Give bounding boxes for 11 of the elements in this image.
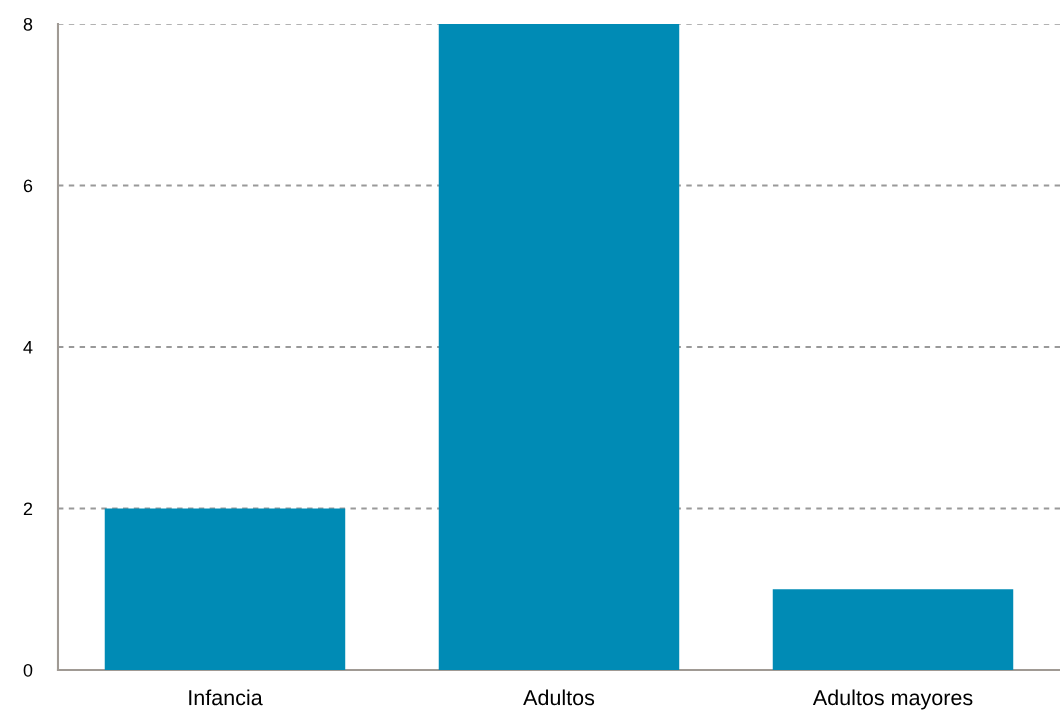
y-tick-label: 4 [23, 341, 33, 354]
bar [104, 508, 346, 671]
y-tick-label: 2 [23, 502, 33, 516]
bar [772, 589, 1014, 671]
x-tick-label: Adultos mayores [812, 689, 973, 710]
y-tick-label: 6 [23, 179, 33, 193]
x-tick-label: Adultos [523, 689, 595, 706]
x-tick-label: Infancia [189, 689, 263, 706]
y-tick-label: 0 [23, 663, 33, 677]
bar [438, 23, 680, 671]
y-tick-label: 8 [23, 17, 33, 31]
